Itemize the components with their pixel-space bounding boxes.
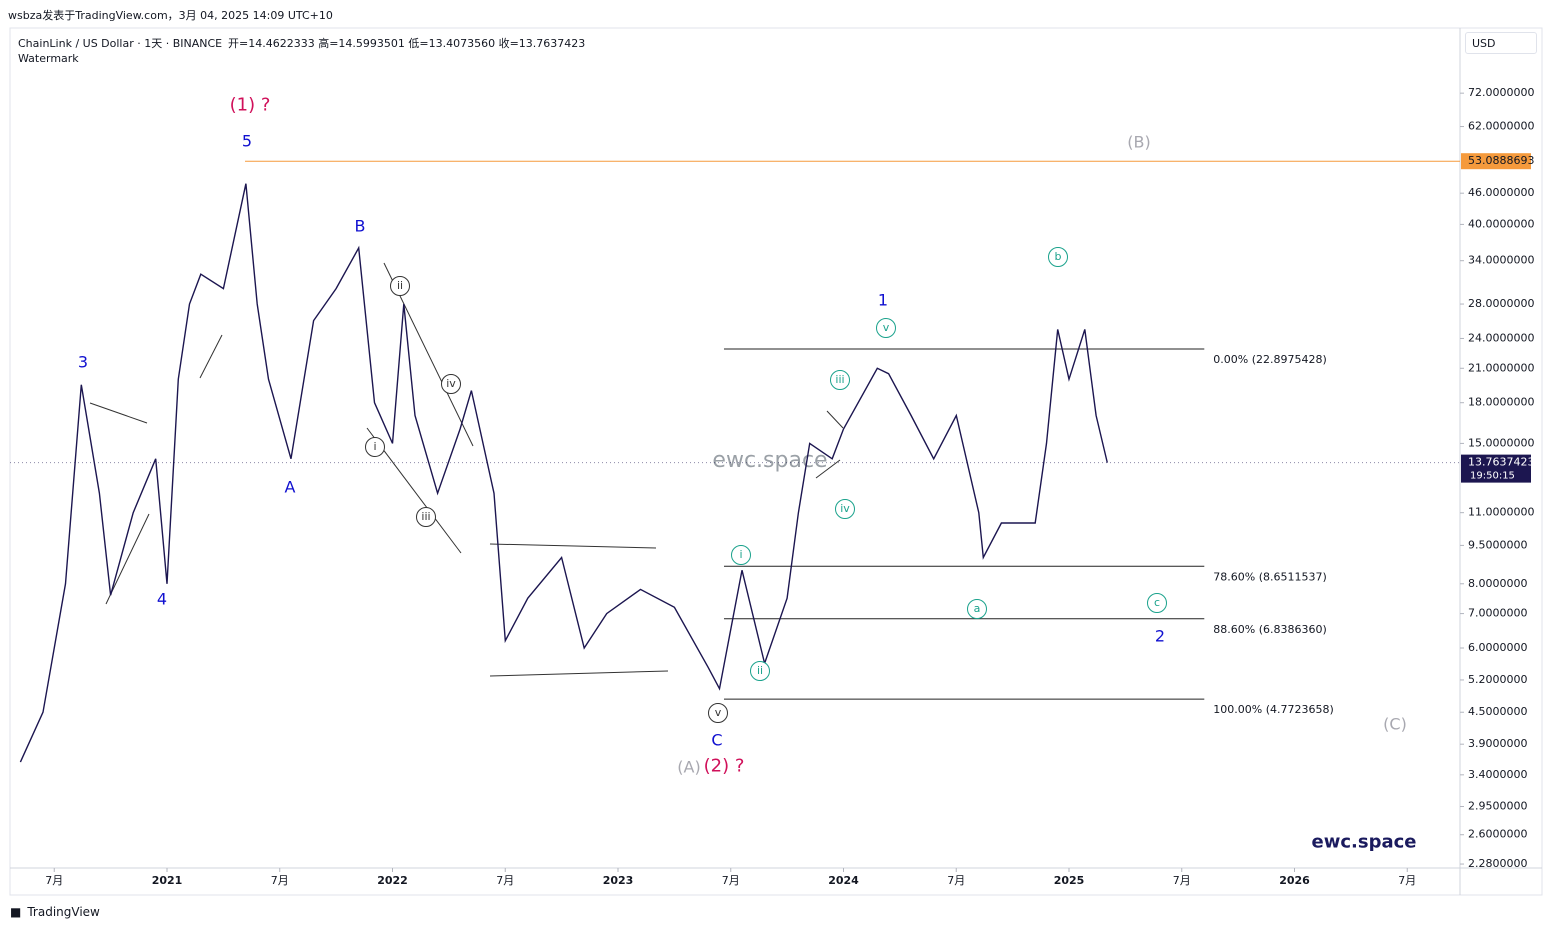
wave-label: 2 (1154, 626, 1166, 646)
x-tick-label: 2024 (828, 874, 859, 887)
y-tick-label: 6.0000000 (1468, 641, 1528, 654)
y-tick-label: 28.0000000 (1468, 297, 1534, 310)
y-tick-label: 46.0000000 (1468, 186, 1534, 199)
x-tick-label: 2023 (603, 874, 634, 887)
watermark-label: Watermark (18, 52, 79, 65)
x-tick-label: 7月 (45, 874, 63, 887)
currency-button[interactable]: USD (1465, 32, 1537, 54)
wave-label: b (1048, 247, 1068, 267)
wave-label: a (967, 599, 987, 619)
y-tick-label: 34.0000000 (1468, 254, 1534, 267)
wave-label: 1 (877, 290, 889, 310)
fib-label: 0.00% (22.8975428) (1213, 353, 1327, 366)
brand: ■ TradingView (10, 905, 100, 919)
y-tick-label: 62.0000000 (1468, 120, 1534, 133)
fib-label: 88.60% (6.8386360) (1213, 623, 1327, 636)
wave-label: A (284, 477, 296, 497)
wave-label: (1) ? (229, 94, 271, 116)
wave-label: iv (835, 499, 855, 519)
reference-label: 53.0888693 (1468, 154, 1534, 167)
x-tick-label: 7月 (496, 874, 514, 887)
y-tick-label: 2.6000000 (1468, 828, 1528, 841)
wave-label: iii (416, 507, 436, 527)
y-tick-label: 18.0000000 (1468, 396, 1534, 409)
wave-label: (2) ? (703, 755, 745, 777)
y-tick-label: 3.9000000 (1468, 737, 1528, 750)
y-tick-label: 9.5000000 (1468, 538, 1528, 551)
y-tick-label: 3.4000000 (1468, 768, 1528, 781)
x-tick-label: 2025 (1054, 874, 1085, 887)
fib-label: 78.60% (8.6511537) (1213, 570, 1327, 583)
center-watermark: ewc.space (712, 448, 827, 473)
x-tick-label: 7月 (1173, 874, 1191, 887)
wave-label: (A) (677, 757, 701, 777)
wave-label: (B) (1127, 132, 1151, 152)
wave-label: v (876, 318, 896, 338)
x-tick-label: 7月 (1398, 874, 1416, 887)
frame (9, 27, 1543, 896)
watermark: ewc.space (1311, 831, 1417, 853)
y-tick-label: 2.2800000 (1468, 857, 1528, 870)
wave-label: 5 (241, 131, 253, 151)
reference-label-box (1461, 153, 1531, 170)
trendlines (89, 262, 844, 677)
y-tick-label: 11.0000000 (1468, 506, 1534, 519)
x-tick-label: 7月 (722, 874, 740, 887)
ohlc: 开=14.4622333 高=14.5993501 低=13.4073560 收… (228, 37, 586, 50)
y-tick-label: 7.0000000 (1468, 607, 1528, 620)
y-tick-label: 15.0000000 (1468, 436, 1534, 449)
wave-label: 4 (156, 589, 168, 609)
x-tick-label: 2022 (377, 874, 408, 887)
wave-label: i (365, 437, 385, 457)
last-price-label: 13.7637423 (1468, 456, 1534, 469)
wave-label: v (708, 703, 728, 723)
price-line (19, 183, 1108, 763)
wave-label: c (1147, 593, 1167, 613)
y-tick-label: 5.2000000 (1468, 673, 1528, 686)
wave-label: 3 (77, 352, 89, 372)
y-tick-label: 8.0000000 (1468, 577, 1528, 590)
wave-label: B (354, 216, 366, 236)
wave-label: ii (750, 661, 770, 681)
y-tick-label: 72.0000000 (1468, 86, 1534, 99)
countdown: 19:50:15 (1470, 471, 1515, 482)
x-tick-label: 2021 (152, 874, 183, 887)
wave-label: C (711, 730, 723, 750)
wave-label: i (731, 545, 751, 565)
wave-label: iv (441, 374, 461, 394)
fib-label: 100.00% (4.7723658) (1213, 703, 1334, 716)
y-tick-label: 21.0000000 (1468, 361, 1534, 374)
y-tick-label: 2.9500000 (1468, 800, 1528, 813)
brand-name: TradingView (27, 905, 100, 919)
wave-label: ii (390, 276, 410, 296)
y-tick-label: 4.5000000 (1468, 705, 1528, 718)
symbol: ChainLink / US Dollar · 1天 · BINANCE (18, 37, 223, 50)
last-price-box (1461, 454, 1531, 483)
wave-label: (C) (1383, 714, 1407, 734)
attribution: wsbza发表于TradingView.com，3月 04, 2025 14:0… (8, 9, 333, 22)
x-tick-label: 2026 (1279, 874, 1310, 887)
y-tick-label: 24.0000000 (1468, 331, 1534, 344)
y-tick-label: 40.0000000 (1468, 217, 1534, 230)
wave-label: iii (830, 370, 850, 390)
x-tick-label: 7月 (271, 874, 289, 887)
x-tick-label: 7月 (947, 874, 965, 887)
